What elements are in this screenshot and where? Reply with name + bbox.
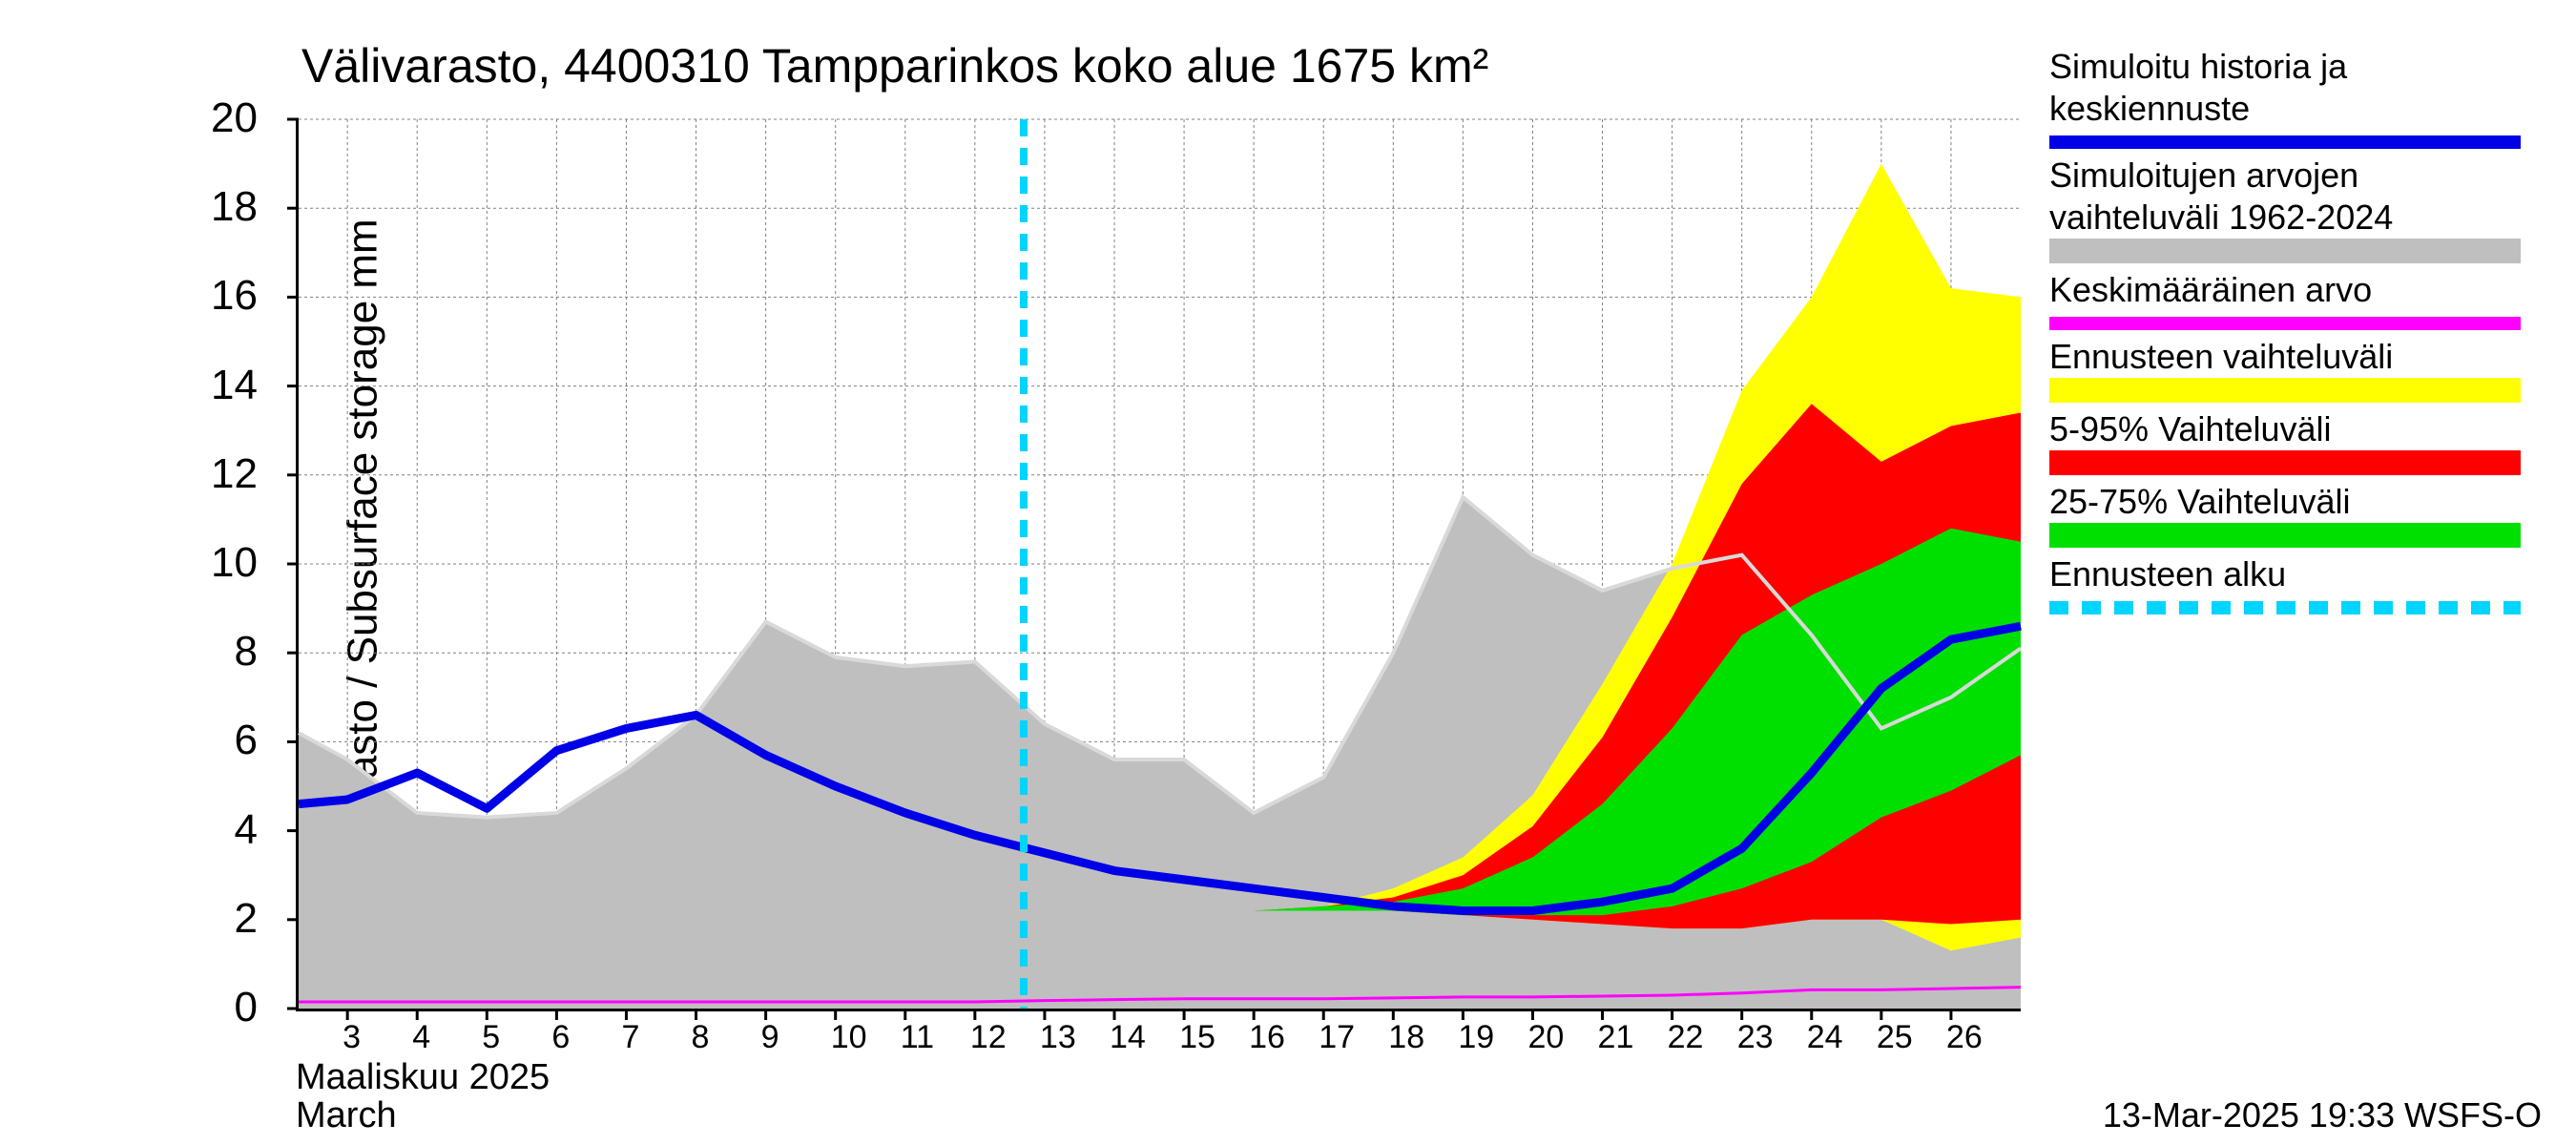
x-tick-label: 19 — [1458, 1019, 1494, 1056]
x-tick-label: 25 — [1877, 1019, 1913, 1056]
legend-text: 25-75% Vaihteluväli — [2049, 481, 2555, 523]
x-tick-label: 14 — [1110, 1019, 1146, 1056]
y-tick-label: 16 — [191, 272, 258, 320]
chart-title: Välivarasto, 4400310 Tampparinkos koko a… — [301, 38, 1488, 94]
legend-swatch — [2049, 450, 2521, 475]
x-month-en: March — [296, 1095, 397, 1136]
legend-text: Ennusteen alku — [2049, 553, 2555, 595]
legend-text: Simuloitu historia ja — [2049, 46, 2555, 88]
x-tick-label: 4 — [412, 1019, 430, 1056]
y-tick-label: 12 — [191, 450, 258, 498]
plot-svg — [299, 119, 2021, 1009]
x-tick-label: 16 — [1249, 1019, 1285, 1056]
legend-text: 5-95% Vaihteluväli — [2049, 408, 2555, 450]
legend-item: Simuloitujen arvojenvaihteluväli 1962-20… — [2049, 155, 2555, 263]
x-tick-label: 9 — [761, 1019, 779, 1056]
x-tick-label: 20 — [1527, 1019, 1564, 1056]
legend-item: Simuloitu historia jakeskiennuste — [2049, 46, 2555, 149]
y-tick-label: 18 — [191, 183, 258, 231]
y-tick-label: 14 — [191, 362, 258, 409]
legend-swatch — [2049, 601, 2521, 614]
x-tick-label: 17 — [1319, 1019, 1355, 1056]
x-tick-label: 18 — [1388, 1019, 1424, 1056]
x-tick-label: 26 — [1946, 1019, 1983, 1056]
legend-item: 25-75% Vaihteluväli — [2049, 481, 2555, 548]
x-month-fi: Maaliskuu 2025 — [296, 1057, 550, 1098]
legend-text: Ennusteen vaihteluväli — [2049, 336, 2555, 378]
x-tick-label: 23 — [1737, 1019, 1774, 1056]
y-tick-label: 6 — [191, 717, 258, 764]
legend-text: keskiennuste — [2049, 88, 2555, 130]
y-tick-label: 8 — [191, 628, 258, 676]
y-tick-label: 10 — [191, 539, 258, 587]
footer-timestamp: 13-Mar-2025 19:33 WSFS-O — [2103, 1095, 2542, 1135]
y-tick-label: 4 — [191, 806, 258, 854]
y-tick-label: 2 — [191, 895, 258, 943]
x-tick-label: 7 — [621, 1019, 639, 1056]
legend-swatch — [2049, 317, 2521, 330]
x-tick-label: 3 — [343, 1019, 361, 1056]
x-tick-label: 15 — [1179, 1019, 1215, 1056]
legend-item: 5-95% Vaihteluväli — [2049, 408, 2555, 475]
legend-item: Keskimääräinen arvo — [2049, 269, 2555, 330]
x-tick-label: 24 — [1807, 1019, 1843, 1056]
x-tick-label: 13 — [1040, 1019, 1076, 1056]
legend-text: Keskimääräinen arvo — [2049, 269, 2555, 311]
x-tick-label: 10 — [831, 1019, 867, 1056]
x-tick-label: 22 — [1668, 1019, 1704, 1056]
legend-text: Simuloitujen arvojen — [2049, 155, 2555, 197]
legend: Simuloitu historia jakeskiennusteSimuloi… — [2049, 46, 2555, 620]
x-tick-label: 12 — [970, 1019, 1007, 1056]
y-tick-label: 20 — [191, 94, 258, 142]
x-tick-label: 5 — [482, 1019, 500, 1056]
legend-swatch — [2049, 523, 2521, 548]
legend-swatch — [2049, 135, 2521, 149]
x-tick-label: 11 — [901, 1019, 934, 1056]
chart-container: Välivarasto, 4400310 Tampparinkos koko a… — [0, 0, 2576, 1145]
legend-item: Ennusteen vaihteluväli — [2049, 336, 2555, 403]
x-tick-label: 21 — [1598, 1019, 1634, 1056]
legend-swatch — [2049, 378, 2521, 403]
x-tick-label: 8 — [692, 1019, 710, 1056]
x-tick-label: 6 — [551, 1019, 570, 1056]
plot-area — [296, 119, 2021, 1011]
legend-text: vaihteluväli 1962-2024 — [2049, 197, 2555, 239]
y-tick-label: 0 — [191, 984, 258, 1031]
legend-swatch — [2049, 239, 2521, 263]
legend-item: Ennusteen alku — [2049, 553, 2555, 614]
